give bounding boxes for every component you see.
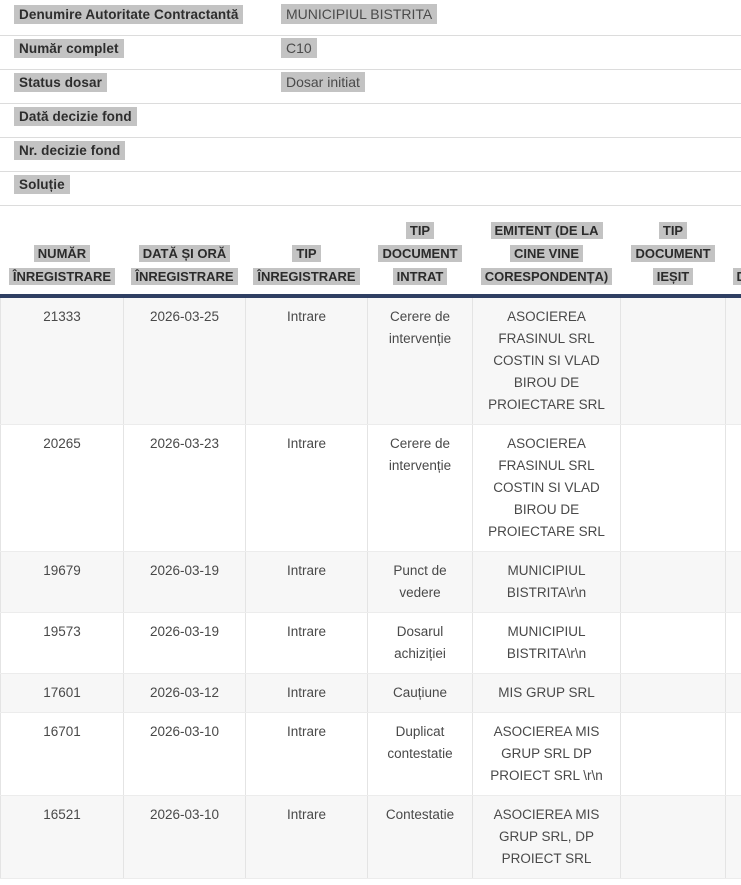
cell-tip-document-iesit: [620, 551, 726, 613]
field-label: Nr. decizie fond: [14, 141, 281, 160]
col-header-emitent: EMITENT (DE LA CINE VINE CORESPONDENȚA): [472, 206, 621, 298]
field-label: Număr complet: [14, 39, 281, 58]
field-value-text: MUNICIPIUL BISTRITA: [281, 4, 438, 24]
cell-emitent: ASOCIEREA MIS GRUP SRL DP PROIECT SRL \r…: [472, 712, 621, 796]
cell-emitent: MUNICIPIUL BISTRITA\r\n: [472, 612, 621, 674]
cell-emitent: ASOCIEREA MIS GRUP SRL, DP PROIECT SRL: [472, 795, 621, 879]
col-header-text: D: [732, 268, 741, 285]
col-header-tip-document-iesit: TIP DOCUMENT IEȘIT: [620, 206, 726, 298]
table-row: 21333 2026-03-25 Intrare Cerere de inter…: [0, 296, 741, 425]
field-value: MUNICIPIUL BISTRITA: [281, 4, 741, 24]
cell-tip-inregistrare: Intrare: [245, 712, 368, 796]
cell-numar-inregistrare: 19679: [0, 551, 124, 613]
field-row-denumire-autoritate: Denumire Autoritate Contractantă MUNICIP…: [0, 2, 741, 36]
col-header-text: TIP ÎNREGISTRARE: [253, 245, 360, 285]
field-label-text: Număr complet: [14, 39, 124, 58]
cell-tip-inregistrare: Intrare: [245, 612, 368, 674]
table-row: 17601 2026-03-12 Intrare Cauțiune MIS GR…: [0, 673, 741, 713]
cell-numar-inregistrare: 16521: [0, 795, 124, 879]
cell-tip-document-intrat: Cerere de intervenție: [367, 296, 473, 425]
cell-tip-document-iesit: [620, 424, 726, 552]
cell-emitent: MIS GRUP SRL: [472, 673, 621, 713]
cell-tip-document-intrat: Cerere de intervenție: [367, 424, 473, 552]
field-value-text: Dosar initiat: [281, 72, 365, 92]
field-label: Denumire Autoritate Contractantă: [14, 5, 281, 24]
cell-tip-inregistrare: Intrare: [245, 673, 368, 713]
cell-extra: [725, 424, 741, 552]
cell-extra: [725, 612, 741, 674]
field-row-nr-decizie-fond: Nr. decizie fond: [0, 138, 741, 172]
cell-numar-inregistrare: 17601: [0, 673, 124, 713]
field-label-text: Status dosar: [14, 73, 107, 92]
field-row-solutie: Soluție: [0, 172, 741, 206]
cell-emitent: MUNICIPIUL BISTRITA\r\n: [472, 551, 621, 613]
cell-extra: [725, 551, 741, 613]
cell-tip-inregistrare: Intrare: [245, 795, 368, 879]
cell-numar-inregistrare: 19573: [0, 612, 124, 674]
col-header-text: EMITENT (DE LA CINE VINE CORESPONDENȚA): [480, 222, 613, 285]
field-row-data-decizie-fond: Dată decizie fond: [0, 104, 741, 138]
field-label: Status dosar: [14, 73, 281, 92]
field-label-text: Nr. decizie fond: [14, 141, 126, 160]
field-row-numar-complet: Număr complet C10: [0, 36, 741, 70]
cell-extra: [725, 673, 741, 713]
cell-tip-inregistrare: Intrare: [245, 424, 368, 552]
cell-emitent: ASOCIEREA FRASINUL SRL COSTIN SI VLAD BI…: [472, 296, 621, 425]
col-header-text: TIP DOCUMENT IEȘIT: [631, 222, 715, 285]
cell-tip-inregistrare: Intrare: [245, 296, 368, 425]
cell-tip-document-intrat: Cauțiune: [367, 673, 473, 713]
cell-numar-inregistrare: 20265: [0, 424, 124, 552]
cell-data-ora: 2026-03-25: [123, 296, 246, 425]
cell-data-ora: 2026-03-12: [123, 673, 246, 713]
table-header-row: NUMĂR ÎNREGISTRARE DATĂ ȘI ORĂ ÎNREGISTR…: [0, 206, 741, 298]
case-details-section: Denumire Autoritate Contractantă MUNICIP…: [0, 0, 741, 206]
col-header-tip-document-intrat: TIP DOCUMENT INTRAT: [367, 206, 473, 298]
field-label-text: Dată decizie fond: [14, 107, 137, 126]
cell-data-ora: 2026-03-19: [123, 551, 246, 613]
col-header-text: TIP DOCUMENT INTRAT: [378, 222, 462, 285]
cell-extra: [725, 296, 741, 425]
cell-tip-inregistrare: Intrare: [245, 551, 368, 613]
field-value-text: C10: [281, 38, 317, 58]
cell-numar-inregistrare: 16701: [0, 712, 124, 796]
col-header-cutoff: D: [725, 206, 741, 298]
field-row-status-dosar: Status dosar Dosar initiat: [0, 70, 741, 104]
cell-tip-document-intrat: Punct de vedere: [367, 551, 473, 613]
table-row: 16701 2026-03-10 Intrare Duplicat contes…: [0, 712, 741, 796]
table-row: 20265 2026-03-23 Intrare Cerere de inter…: [0, 424, 741, 552]
cell-numar-inregistrare: 21333: [0, 296, 124, 425]
col-header-data-ora-inregistrare: DATĂ ȘI ORĂ ÎNREGISTRARE: [123, 206, 246, 298]
col-header-tip-inregistrare: TIP ÎNREGISTRARE: [245, 206, 368, 298]
col-header-text: DATĂ ȘI ORĂ ÎNREGISTRARE: [131, 245, 238, 285]
table-row: 19679 2026-03-19 Intrare Punct de vedere…: [0, 551, 741, 613]
col-header-text: NUMĂR ÎNREGISTRARE: [8, 245, 116, 285]
cell-tip-document-iesit: [620, 673, 726, 713]
cell-tip-document-intrat: Duplicat contestatie: [367, 712, 473, 796]
field-label-text: Soluție: [14, 175, 70, 194]
col-header-numar-inregistrare: NUMĂR ÎNREGISTRARE: [0, 206, 124, 298]
field-value: Dosar initiat: [281, 72, 741, 92]
cell-tip-document-iesit: [620, 795, 726, 879]
cell-extra: [725, 795, 741, 879]
cell-data-ora: 2026-03-10: [123, 712, 246, 796]
cell-tip-document-iesit: [620, 712, 726, 796]
field-value: C10: [281, 38, 741, 58]
cell-data-ora: 2026-03-10: [123, 795, 246, 879]
cell-data-ora: 2026-03-23: [123, 424, 246, 552]
cell-tip-document-intrat: Contestatie: [367, 795, 473, 879]
table-row: 19573 2026-03-19 Intrare Dosarul achiziț…: [0, 612, 741, 674]
field-label: Soluție: [14, 175, 281, 194]
cell-tip-document-intrat: Dosarul achiziției: [367, 612, 473, 674]
cell-emitent: ASOCIEREA FRASINUL SRL COSTIN SI VLAD BI…: [472, 424, 621, 552]
cell-data-ora: 2026-03-19: [123, 612, 246, 674]
cell-tip-document-iesit: [620, 296, 726, 425]
cell-extra: [725, 712, 741, 796]
table-row: 16521 2026-03-10 Intrare Contestatie ASO…: [0, 795, 741, 879]
cell-tip-document-iesit: [620, 612, 726, 674]
registrations-table-container: NUMĂR ÎNREGISTRARE DATĂ ȘI ORĂ ÎNREGISTR…: [0, 206, 741, 879]
field-label: Dată decizie fond: [14, 107, 281, 126]
field-label-text: Denumire Autoritate Contractantă: [14, 5, 244, 24]
registrations-table: NUMĂR ÎNREGISTRARE DATĂ ȘI ORĂ ÎNREGISTR…: [0, 206, 741, 879]
